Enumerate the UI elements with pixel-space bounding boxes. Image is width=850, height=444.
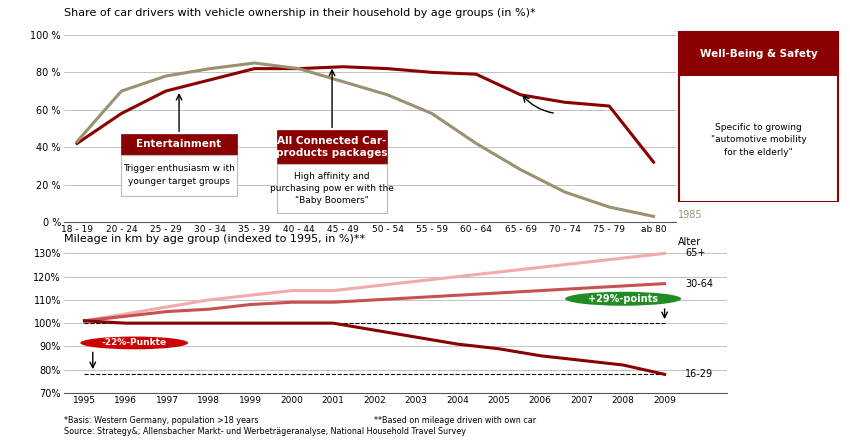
Text: 30-64: 30-64 bbox=[685, 279, 713, 289]
Text: 16-29: 16-29 bbox=[685, 369, 713, 379]
FancyBboxPatch shape bbox=[276, 164, 388, 213]
Text: Share of car drivers with vehicle ownership in their household by age groups (in: Share of car drivers with vehicle owners… bbox=[64, 8, 536, 18]
Text: +29%-points: +29%-points bbox=[588, 294, 658, 304]
Text: Source: Strategy&; Allensbacher Markt- und Werbeträgeranalyse, National Househol: Source: Strategy&; Allensbacher Markt- u… bbox=[64, 427, 466, 436]
Text: EXAMPLE USA: EXAMPLE USA bbox=[709, 229, 808, 242]
Text: Entertainment: Entertainment bbox=[137, 139, 222, 149]
Text: -22%-Punkte: -22%-Punkte bbox=[102, 338, 167, 348]
Text: All Connected Car-
products packages: All Connected Car- products packages bbox=[276, 136, 388, 159]
Text: Alter: Alter bbox=[678, 237, 701, 247]
Text: *Basis: Western Germany, population >18 years: *Basis: Western Germany, population >18 … bbox=[64, 416, 258, 425]
FancyBboxPatch shape bbox=[122, 134, 236, 155]
Ellipse shape bbox=[81, 337, 188, 349]
Text: Trigger enthusiasm w ith
younger target groups: Trigger enthusiasm w ith younger target … bbox=[123, 164, 235, 186]
Text: Mileage in km by age group (indexed to 1995, in %)**: Mileage in km by age group (indexed to 1… bbox=[64, 234, 365, 244]
Text: 1985: 1985 bbox=[678, 210, 703, 219]
FancyBboxPatch shape bbox=[276, 131, 388, 164]
Ellipse shape bbox=[565, 292, 681, 306]
Text: 65+: 65+ bbox=[685, 248, 706, 258]
Text: Well-Being & Safety: Well-Being & Safety bbox=[700, 49, 818, 59]
FancyBboxPatch shape bbox=[679, 32, 838, 75]
FancyBboxPatch shape bbox=[122, 155, 236, 196]
Text: Specific to growing
"automotive mobility
for the elderly": Specific to growing "automotive mobility… bbox=[711, 123, 807, 157]
Text: High affinity and
purchasing pow er with the
"Baby Boomers": High affinity and purchasing pow er with… bbox=[270, 172, 394, 205]
FancyBboxPatch shape bbox=[679, 32, 838, 202]
Text: 2012: 2012 bbox=[678, 159, 703, 169]
Text: **Based on mileage driven with own car: **Based on mileage driven with own car bbox=[374, 416, 536, 425]
